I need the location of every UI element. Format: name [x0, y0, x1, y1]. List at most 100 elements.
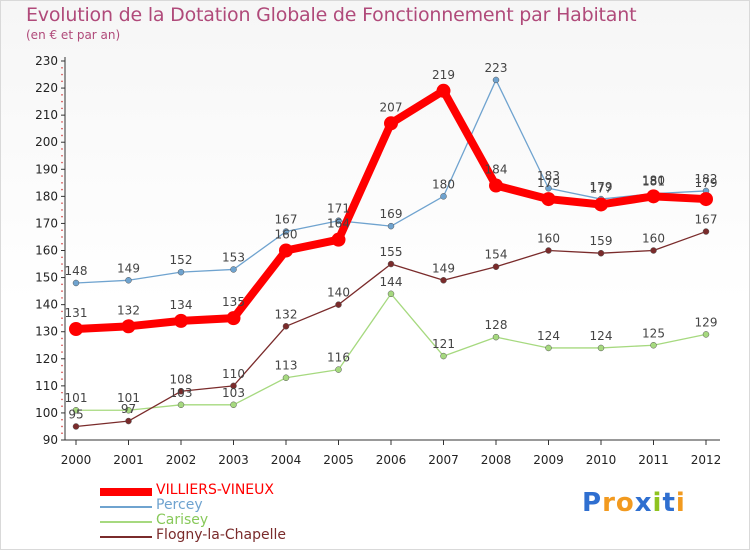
- y-minor-tick: [61, 66, 63, 69]
- y-minor-tick: [61, 175, 63, 177]
- data-label-carisey: 125: [642, 326, 665, 340]
- y-minor-tick: [61, 121, 63, 123]
- data-point-villiers-vineux: [331, 232, 346, 247]
- y-minor-tick: [61, 107, 63, 110]
- x-tick-label: 2004: [271, 453, 302, 467]
- y-tick-label: 180: [35, 189, 58, 203]
- y-minor-tick: [61, 290, 63, 292]
- legend-swatch: [100, 487, 152, 496]
- y-minor-tick: [61, 310, 63, 313]
- y-minor-tick: [61, 425, 63, 428]
- data-point-flogny-la-chapelle: [177, 388, 185, 395]
- x-tick-label: 2005: [323, 453, 354, 467]
- y-tick-label: 150: [35, 271, 58, 285]
- data-label-flogny-la-chapelle: 160: [537, 232, 560, 246]
- data-label-percey: 181: [642, 175, 665, 189]
- legend-label: Percey: [156, 497, 203, 513]
- data-label-percey: 153: [222, 250, 245, 264]
- data-label-villiers-vineux: 134: [170, 298, 193, 312]
- data-point-flogny-la-chapelle: [72, 423, 80, 430]
- series-lines: [69, 76, 713, 430]
- x-tick-label: 2012: [691, 453, 722, 467]
- data-label-percey: 180: [432, 177, 455, 191]
- data-label-flogny-la-chapelle: 159: [590, 234, 613, 248]
- legend-label: VILLIERS-VINEUX: [156, 482, 274, 498]
- data-label-villiers-vineux: 135: [222, 295, 245, 309]
- data-label-percey: 179: [590, 180, 613, 194]
- legend-swatch: [100, 535, 152, 538]
- data-label-flogny-la-chapelle: 154: [485, 248, 508, 262]
- data-point-percey: [230, 266, 237, 273]
- data-point-percey: [335, 217, 342, 224]
- y-tick-label: 230: [35, 54, 58, 68]
- y-minor-tick: [61, 182, 63, 184]
- data-point-flogny-la-chapelle: [387, 260, 395, 268]
- data-label-percey: 183: [537, 169, 560, 183]
- y-tick-label: 170: [35, 216, 58, 230]
- data-label-percey: 182: [695, 172, 718, 186]
- data-point-villiers-vineux: [226, 311, 241, 326]
- y-minor-tick: [61, 242, 63, 245]
- data-label-carisey: 129: [695, 315, 718, 329]
- data-label-flogny-la-chapelle: 95: [68, 407, 83, 421]
- data-label-carisey: 128: [485, 318, 508, 332]
- data-point-percey: [492, 76, 500, 84]
- data-label-percey: 148: [65, 264, 88, 278]
- data-point-flogny-la-chapelle: [282, 323, 290, 330]
- data-label-carisey: 101: [117, 391, 140, 405]
- y-tick-label: 130: [35, 325, 58, 339]
- y-minor-tick: [61, 94, 63, 96]
- y-minor-tick: [61, 256, 63, 259]
- y-tick-label: 220: [35, 81, 58, 95]
- y-minor-tick: [61, 161, 63, 164]
- data-label-villiers-vineux: 219: [432, 68, 455, 82]
- data-label-villiers-vineux: 177: [590, 181, 613, 195]
- data-point-flogny-la-chapelle: [702, 228, 710, 235]
- data-label-percey: 171: [327, 202, 350, 216]
- y-minor-tick: [61, 263, 63, 265]
- data-label-percey: 152: [170, 253, 193, 267]
- chart-subtitle: (en € et par an): [26, 28, 121, 42]
- data-point-villiers-vineux: [541, 192, 556, 207]
- data-label-carisey: 113: [275, 359, 298, 373]
- legend-label: Carisey: [156, 512, 209, 528]
- data-point-carisey: [492, 333, 500, 341]
- y-minor-tick: [61, 270, 63, 272]
- y-minor-tick: [61, 188, 63, 191]
- data-label-villiers-vineux: 160: [275, 228, 298, 242]
- data-point-carisey: [545, 344, 552, 352]
- data-label-flogny-la-chapelle: 149: [432, 261, 455, 275]
- x-tick-label: 2007: [428, 453, 459, 467]
- data-point-percey: [440, 193, 447, 200]
- y-minor-tick: [61, 317, 63, 319]
- data-point-flogny-la-chapelle: [650, 247, 657, 254]
- data-point-flogny-la-chapelle: [492, 263, 500, 270]
- data-label-flogny-la-chapelle: 140: [327, 286, 350, 300]
- data-point-carisey: [650, 342, 657, 349]
- y-minor-tick: [61, 391, 63, 394]
- data-label-carisey: 116: [327, 351, 350, 365]
- y-tick-label: 120: [35, 352, 58, 366]
- y-tick-label: 140: [35, 298, 58, 312]
- y-minor-tick: [61, 378, 63, 380]
- x-tick-label: 2000: [61, 453, 92, 467]
- y-minor-tick: [61, 283, 63, 286]
- y-minor-tick: [61, 154, 63, 157]
- data-label-villiers-vineux: 180: [642, 173, 665, 187]
- legend-swatch: [100, 520, 152, 523]
- data-label-percey: 167: [275, 213, 298, 227]
- proxiti-logo: Proxiti: [582, 488, 686, 518]
- data-point-percey: [545, 184, 552, 192]
- y-minor-tick: [61, 432, 63, 435]
- data-label-flogny-la-chapelle: 160: [642, 232, 665, 246]
- x-tick-label: 2006: [376, 453, 407, 467]
- data-label-flogny-la-chapelle: 167: [695, 213, 718, 227]
- data-label-villiers-vineux: 184: [485, 163, 508, 177]
- data-label-carisey: 124: [537, 329, 560, 343]
- data-point-flogny-la-chapelle: [440, 277, 447, 284]
- y-tick-label: 190: [35, 162, 58, 176]
- y-minor-tick: [61, 209, 63, 211]
- logo-letter: x: [634, 488, 653, 518]
- x-tick-label: 2011: [638, 453, 669, 467]
